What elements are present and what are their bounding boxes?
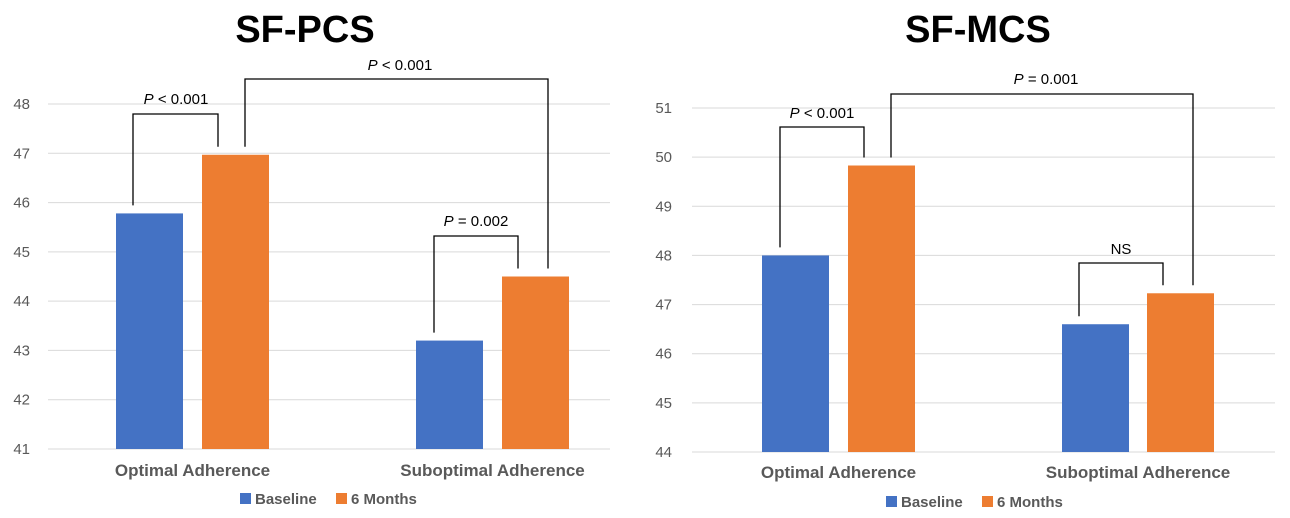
bar-baseline xyxy=(1062,324,1129,452)
significance-label: P < 0.001 xyxy=(144,91,209,108)
y-tick-label: 49 xyxy=(655,198,672,215)
p-value: = 0.001 xyxy=(1024,71,1079,88)
bar-baseline xyxy=(416,340,483,449)
bar-6-months xyxy=(502,276,569,449)
y-tick-label: 46 xyxy=(13,195,30,212)
x-category-label: Suboptimal Adherence xyxy=(1046,463,1231,482)
y-tick-label: 47 xyxy=(13,145,30,162)
y-tick-label: 44 xyxy=(655,444,672,461)
y-tick-label: 46 xyxy=(655,346,672,363)
y-tick-label: 51 xyxy=(655,100,672,117)
p-symbol: P xyxy=(444,213,454,230)
legend-label: Baseline xyxy=(255,491,317,508)
p-value: = 0.002 xyxy=(454,213,509,230)
p-symbol: P xyxy=(368,57,378,74)
y-tick-label: 45 xyxy=(13,244,30,261)
x-category-label: Suboptimal Adherence xyxy=(400,461,585,480)
legend-swatch-6-months xyxy=(336,493,347,504)
bar-6-months xyxy=(1147,293,1214,452)
legend: Baseline 6 Months xyxy=(886,494,1063,511)
p-symbol: P xyxy=(1014,71,1024,88)
p-value: < 0.001 xyxy=(800,105,855,122)
x-category-label: Optimal Adherence xyxy=(761,463,916,482)
significance-bracket xyxy=(779,126,865,248)
significance-label: P = 0.001 xyxy=(1014,71,1079,88)
legend-label: Baseline xyxy=(901,494,963,511)
significance-label: P < 0.001 xyxy=(368,57,433,74)
significance-bracket xyxy=(433,235,519,333)
legend-label: 6 Months xyxy=(997,494,1063,511)
legend-swatch-baseline xyxy=(240,493,251,504)
y-tick-label: 45 xyxy=(655,395,672,412)
p-value: < 0.001 xyxy=(378,57,433,74)
chart-sf-pcs: SF-PCS 41 42 43 44 45 46 47 48 Optimal Adherence S… xyxy=(13,9,610,508)
p-value: < 0.001 xyxy=(154,91,209,108)
chart-title: SF-PCS xyxy=(235,9,374,51)
significance-bracket xyxy=(244,78,549,269)
y-tick-label: 47 xyxy=(655,297,672,314)
y-tick-label: 43 xyxy=(13,342,30,359)
legend-swatch-baseline xyxy=(886,496,897,507)
y-tick-label: 48 xyxy=(13,96,30,113)
legend-swatch-6-months xyxy=(982,496,993,507)
bar-baseline xyxy=(116,213,183,449)
significance-label: P < 0.001 xyxy=(790,105,855,122)
chart-title: SF-MCS xyxy=(905,9,1051,51)
bar-6-months xyxy=(202,154,269,449)
significance-label: NS xyxy=(1111,241,1132,258)
bar-baseline xyxy=(762,255,829,452)
significance-label: P = 0.002 xyxy=(444,213,509,230)
bar-6-months xyxy=(848,165,915,453)
y-tick-label: 44 xyxy=(13,293,30,310)
y-tick-label: 48 xyxy=(655,247,672,264)
chart-sf-mcs: SF-MCS 44 45 46 47 48 49 50 51 Optimal Adherence S… xyxy=(655,9,1275,511)
legend-label: 6 Months xyxy=(351,491,417,508)
significance-bracket xyxy=(1078,262,1164,317)
x-category-label: Optimal Adherence xyxy=(115,461,270,480)
p-symbol: P xyxy=(790,105,800,122)
p-value: NS xyxy=(1111,241,1132,258)
y-tick-label: 50 xyxy=(655,149,672,166)
p-symbol: P xyxy=(144,91,154,108)
y-tick-label: 42 xyxy=(13,392,30,409)
significance-bracket xyxy=(132,113,219,206)
legend: Baseline 6 Months xyxy=(240,491,417,508)
significance-bracket xyxy=(890,93,1194,286)
y-tick-label: 41 xyxy=(13,441,30,458)
